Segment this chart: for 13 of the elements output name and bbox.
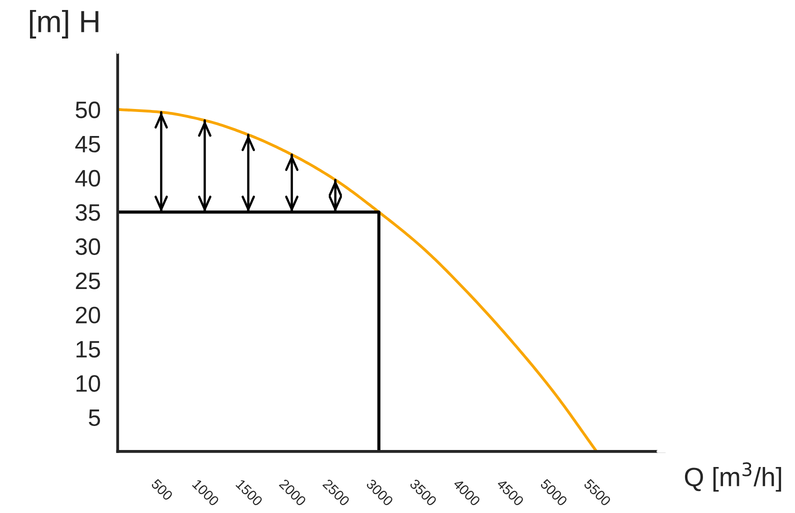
y-tick-label: 35: [76, 204, 100, 221]
y-tick-label: 20: [76, 306, 100, 324]
y-tick-label: 5: [88, 410, 100, 426]
x-axis-title: Q [m$^{3}$/h]: [684, 462, 782, 492]
y-tick-label: 15: [76, 341, 100, 358]
y-tick-label: 10: [76, 375, 100, 392]
y-tick-label: 30: [76, 238, 100, 256]
y-tick-label: 45: [75, 136, 100, 152]
y-axis-title: [m] H: [30, 10, 98, 38]
y-tick-label: 50: [76, 102, 100, 118]
y-tick-label: 25: [76, 272, 100, 290]
y-tick-label: 40: [75, 170, 100, 187]
x-tick-label: 500: [150, 478, 174, 502]
